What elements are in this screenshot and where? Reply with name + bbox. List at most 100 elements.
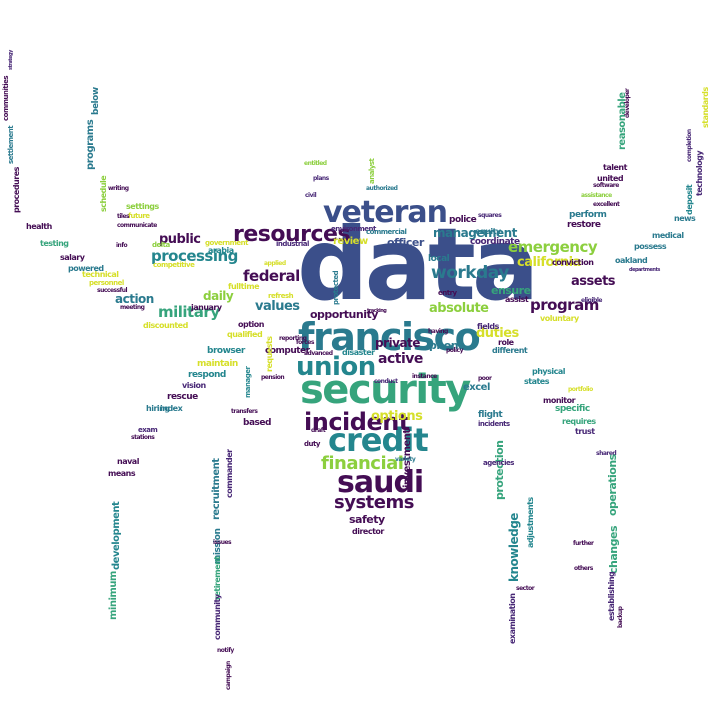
word-commercial: commercial [366, 228, 407, 236]
word-maintain: maintain [197, 359, 238, 369]
word-assist: assist [505, 295, 529, 304]
word-technical: technical [82, 270, 119, 279]
word-francisco: francisco [298, 315, 481, 359]
word-departments: departments [629, 267, 660, 273]
word-protected: protected [332, 270, 340, 305]
word-veteran: veteran [323, 195, 448, 230]
word-procedures: procedures [12, 167, 21, 213]
word-fulltime: fulltime [228, 282, 260, 291]
word-data: data [297, 206, 539, 323]
word-rescue: rescue [167, 392, 198, 402]
word-entry: entry [438, 289, 457, 297]
word-entitled: entitled [304, 160, 327, 167]
word-government: government [205, 239, 248, 247]
word-manager: manager [244, 366, 252, 398]
word-local: local [428, 254, 450, 264]
word-future: future [128, 212, 150, 220]
word-technology: technology [695, 150, 704, 196]
word-options: options [371, 409, 423, 424]
word-notify: notify [217, 647, 234, 654]
word-examination: examination [508, 593, 517, 644]
word-issues: issues [213, 539, 232, 546]
word-voluntary: voluntary [540, 314, 579, 323]
word-incident: incident [304, 408, 410, 436]
word-index: index [160, 404, 183, 413]
word-safety: safety [349, 513, 385, 526]
word-incidents: incidents [478, 420, 510, 428]
word-active: active [378, 351, 423, 367]
word-discounted: discounted [143, 321, 188, 330]
word-monitor: monitor [543, 396, 576, 405]
word-private: private [375, 336, 420, 350]
word-public: public [159, 232, 201, 247]
word-personnel: personnel [89, 279, 124, 287]
word-director: director [352, 527, 384, 536]
word-applied: applied [264, 260, 286, 267]
word-daily: daily [203, 289, 234, 303]
word-civil: civil [305, 192, 317, 199]
word-adjustments: adjustments [526, 497, 535, 548]
word-medical: medical [652, 231, 684, 240]
word-processing: processing [151, 247, 238, 265]
word-tracking: tracking [367, 308, 387, 314]
word-assets: assets [571, 274, 616, 289]
word-union: union [296, 352, 376, 382]
word-instance: instance [412, 373, 437, 380]
word-settlement: settlement [7, 125, 15, 164]
word-flight: flight [478, 410, 503, 420]
word-states: states [524, 377, 550, 386]
word-vision: vision [182, 381, 206, 390]
word-protection: protection [493, 440, 506, 500]
word-duty: duty [304, 440, 320, 448]
word-squares: squares [478, 212, 502, 219]
word-sector: sector [516, 585, 535, 592]
word-schedule: schedule [99, 175, 108, 212]
word-plans: plans [313, 175, 329, 182]
word-tiles: tiles [117, 213, 130, 220]
word-duties: duties [476, 326, 519, 341]
word-trust: trust [575, 427, 595, 436]
word-standards: standards [701, 87, 710, 128]
word-draft: draft [311, 427, 326, 434]
word-recruitment: recruitment [211, 458, 222, 520]
word-absolute: absolute [429, 301, 489, 316]
word-salary: salary [60, 253, 85, 262]
word-opportunity: opportunity [310, 308, 378, 321]
word-military: military [158, 303, 220, 321]
word-phone: phone [429, 339, 466, 352]
word-restore: restore [567, 220, 601, 230]
word-january: january [191, 303, 222, 312]
word-resources: resources [233, 222, 351, 247]
word-poor: poor [478, 375, 492, 382]
word-talent: talent [603, 163, 627, 172]
word-action: action [115, 292, 154, 306]
word-security: security [300, 367, 471, 413]
word-credit: credit [328, 421, 429, 459]
word-police: police [449, 215, 477, 225]
word-qualified: qualified [227, 330, 263, 339]
word-commander: commander [225, 449, 234, 498]
word-operations: operations [606, 454, 619, 516]
word-settings: settings [126, 202, 159, 211]
word-analyst: analyst [368, 158, 376, 184]
word-powered: powered [68, 264, 104, 273]
word-california: california [517, 255, 581, 270]
word-reporting: reporting [279, 335, 307, 342]
word-specific: specific [555, 404, 590, 414]
word-advanced: advanced [304, 350, 333, 357]
word-assistance: assistance [581, 192, 612, 199]
word-completion: completion [686, 129, 693, 162]
word-physical: physical [532, 367, 566, 376]
word-management: management [433, 226, 517, 240]
word-equity: equity [475, 227, 501, 236]
word-values: values [255, 299, 300, 314]
word-successful: successful [97, 287, 128, 294]
word-news: news [674, 214, 696, 223]
word-developer: developer [624, 88, 631, 118]
word-means: means [108, 469, 136, 478]
word-disaster: disaster [342, 348, 375, 357]
word-industrial: industrial [276, 240, 309, 248]
word-oakland: oakland [615, 256, 648, 265]
word-ensure: ensure [491, 284, 531, 297]
word-coordinate: coordinate [470, 237, 520, 247]
